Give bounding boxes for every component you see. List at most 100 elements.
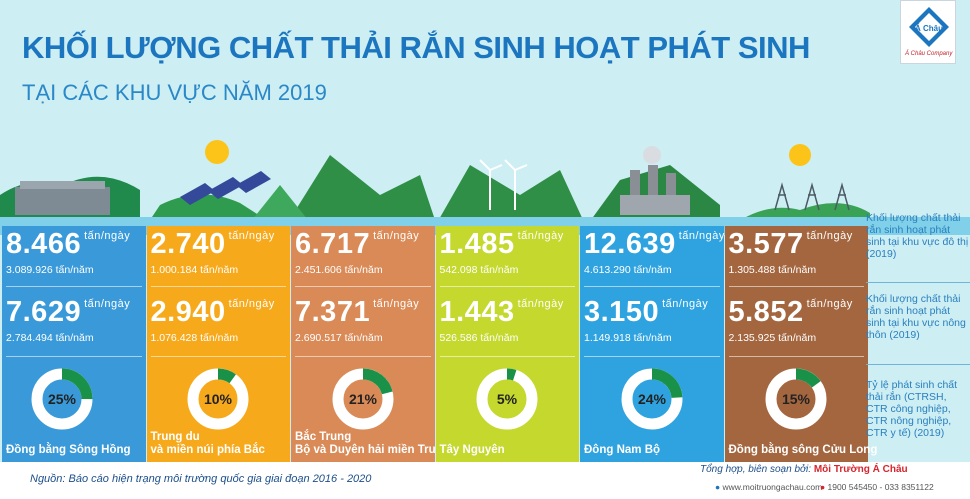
page-subtitle: TẠI CÁC KHU VỰC NĂM 2019: [22, 80, 327, 105]
row-divider: [150, 286, 286, 287]
urban-year-value: 4.613.290 tấn/năm: [584, 264, 672, 276]
urban-year-value: 1.305.488 tấn/năm: [728, 264, 817, 276]
donut-segment: [621, 368, 683, 430]
unit-label: tấn/ngày: [373, 298, 420, 310]
footer: Nguồn: Báo cáo hiện trạng môi trường quố…: [0, 462, 970, 499]
unit-label: tấn/ngày: [373, 230, 420, 242]
rural-day-value: 3.150 tấn/ngày: [584, 296, 709, 328]
region-name: Đông Nam Bộ: [584, 444, 660, 457]
region-column: 3.577 tấn/ngày 1.305.488 tấn/năm 5.852 tấn/n…: [724, 226, 877, 462]
row-divider: [584, 356, 720, 357]
row-divider: [439, 286, 575, 287]
region-name-line: và miền núi phía Bắc: [150, 444, 265, 456]
region-name: Đồng bằng Sông Hồng: [6, 444, 131, 457]
region-column: 1.485 tấn/ngày 542.098 tấn/năm 1.443 tấn/ngà…: [435, 226, 579, 462]
company-logo[interactable]: Á Châu Á Châu Company: [900, 0, 956, 64]
row-divider: [728, 356, 864, 357]
globe-icon: ●: [715, 482, 723, 492]
region-name-line: Đồng bằng Sông Hồng: [6, 444, 131, 456]
unit-label: tấn/ngày: [662, 298, 709, 310]
row-divider: [584, 286, 720, 287]
unit-label: tấn/ngày: [806, 230, 853, 242]
donut-segment: [332, 368, 394, 430]
unit-label: tấn/ngày: [806, 298, 853, 310]
region-name-line: Đồng bằng sông Cửu Long: [728, 444, 878, 456]
sun-icon: [789, 144, 811, 166]
urban-day-value: 1.485 tấn/ngày: [439, 228, 564, 260]
region-name: Bắc Trung Bộ và Duyên hải miền Trung: [295, 431, 450, 457]
landscape-illustration: [0, 140, 970, 235]
urban-day-value: 8.466 tấn/ngày: [6, 228, 131, 260]
rural-day-value: 2.940 tấn/ngày: [150, 296, 275, 328]
donut-segment: [476, 368, 538, 430]
legend-divider: [866, 282, 970, 283]
sun-icon: [205, 140, 229, 164]
donut-segment: [187, 368, 249, 430]
urban-day-value: 6.717 tấn/ngày: [295, 228, 420, 260]
unit-label: tấn/ngày: [517, 230, 564, 242]
credit-brand[interactable]: Môi Trường Á Châu: [813, 464, 908, 475]
row-divider: [295, 356, 431, 357]
unit-label: tấn/ngày: [84, 230, 131, 242]
region-name: Đồng bằng sông Cửu Long: [729, 444, 878, 457]
region-column: 2.740 tấn/ngày 1.000.184 tấn/năm 2.940 tấn/n…: [146, 226, 290, 462]
legend-rural: Khối lượng chất thải rắn sinh hoạt phát …: [866, 293, 966, 341]
percent-donut: 10%: [187, 368, 249, 430]
row-divider: [295, 286, 431, 287]
region-name-line: Đông Nam Bộ: [584, 444, 661, 456]
rural-day-value: 7.371 tấn/ngày: [295, 296, 420, 328]
power-tower-icon: [774, 182, 850, 211]
rural-year-value: 1.149.918 tấn/năm: [584, 332, 672, 344]
region-column: 6.717 tấn/ngày 2.451.606 tấn/năm 7.371 tấn/n…: [291, 226, 450, 462]
percent-label: 5%: [497, 391, 518, 407]
region-name-line: Bộ và Duyên hải miền Trung: [295, 444, 450, 456]
region-name-line: Tây Nguyên: [439, 444, 505, 456]
solar-panel-icon: [180, 171, 271, 205]
percent-label: 25%: [48, 391, 77, 407]
page-title: KHỐI LƯỢNG CHẤT THẢI RẮN SINH HOẠT PHÁT …: [22, 30, 810, 65]
unit-label: tấn/ngày: [84, 298, 131, 310]
rural-year-value: 2.690.517 tấn/năm: [295, 332, 383, 344]
urban-year-value: 3.089.926 tấn/năm: [6, 264, 94, 276]
percent-label: 21%: [349, 391, 378, 407]
rural-year-value: 2.784.494 tấn/năm: [6, 332, 94, 344]
donut-segment: [31, 368, 93, 430]
percent-donut: 15%: [765, 368, 827, 430]
source-note: Nguồn: Báo cáo hiện trạng môi trường quố…: [30, 473, 372, 485]
percent-label: 15%: [782, 391, 811, 407]
region-name-line: Bắc Trung: [295, 431, 352, 443]
rural-day-value: 1.443 tấn/ngày: [439, 296, 564, 328]
urban-year-value: 2.451.606 tấn/năm: [295, 264, 383, 276]
legend-divider: [866, 364, 970, 365]
credit-prefix: Tổng hợp, biên soạn bởi:: [700, 464, 812, 475]
rural-year-value: 1.076.428 tấn/năm: [150, 332, 239, 344]
phone-number[interactable]: ● 1900 545450 - 033 8351122: [820, 482, 934, 492]
phone-icon: ●: [820, 482, 828, 492]
urban-year-value: 542.098 tấn/năm: [439, 264, 519, 276]
website-link[interactable]: ● www.moitruongachau.com: [715, 482, 823, 492]
row-divider: [6, 286, 142, 287]
row-divider: [728, 286, 864, 287]
unit-label: tấn/ngày: [517, 298, 564, 310]
logo-mark: Á Châu: [915, 24, 943, 33]
percent-donut: 21%: [332, 368, 394, 430]
unit-label: tấn/ngày: [228, 298, 275, 310]
row-divider: [150, 356, 286, 357]
region-name-line: Trung du: [150, 431, 200, 443]
factory-icon: [620, 146, 690, 215]
percent-label: 10%: [204, 391, 233, 407]
rural-year-value: 2.135.925 tấn/năm: [728, 332, 817, 344]
region-column: 8.466 tấn/ngày 3.089.926 tấn/năm 7.629 tấn/n…: [2, 226, 146, 462]
urban-day-value: 12.639 tấn/ngày: [584, 228, 725, 260]
urban-day-value: 3.577 tấn/ngày: [728, 228, 853, 260]
logo-diamond-icon: Á Châu: [909, 7, 949, 47]
region-column: 12.639 tấn/ngày 4.613.290 tấn/năm 3.150 tấn/…: [580, 226, 724, 462]
row-divider: [439, 356, 575, 357]
rural-day-value: 7.629 tấn/ngày: [6, 296, 131, 328]
percent-donut: 5%: [476, 368, 538, 430]
credit: Tổng hợp, biên soạn bởi: Môi Trường Á Ch…: [700, 464, 908, 475]
donut-segment: [765, 368, 827, 430]
wind-turbine-icon: [479, 159, 528, 210]
rural-year-value: 526.586 tấn/năm: [439, 332, 519, 344]
